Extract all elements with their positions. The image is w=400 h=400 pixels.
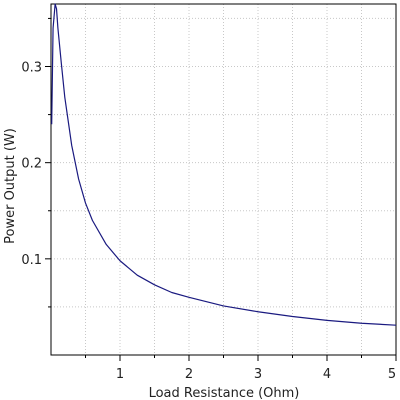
power-output-series-line [51, 3, 397, 326]
axes-frame [50, 3, 397, 356]
grid-lines [51, 4, 397, 355]
x-tick-label: 5 [388, 367, 396, 382]
y-tick-label: 0.2 [21, 157, 42, 172]
plot-frame [50, 3, 397, 356]
series-lines [51, 3, 397, 326]
x-tick-label: 1 [116, 367, 124, 382]
tick-marks [45, 17, 397, 361]
y-axis-label: Power Output (W) [3, 128, 18, 244]
x-tick-label: 2 [185, 367, 193, 382]
x-tick-label: 3 [254, 367, 262, 382]
tick-labels: 1 2 3 4 5 0.1 0.2 0.3 [21, 61, 396, 382]
y-tick-label: 0.1 [21, 253, 42, 268]
x-axis-label: Load Resistance (Ohm) [149, 386, 300, 400]
y-tick-label: 0.3 [21, 61, 42, 76]
x-tick-label: 4 [323, 367, 331, 382]
